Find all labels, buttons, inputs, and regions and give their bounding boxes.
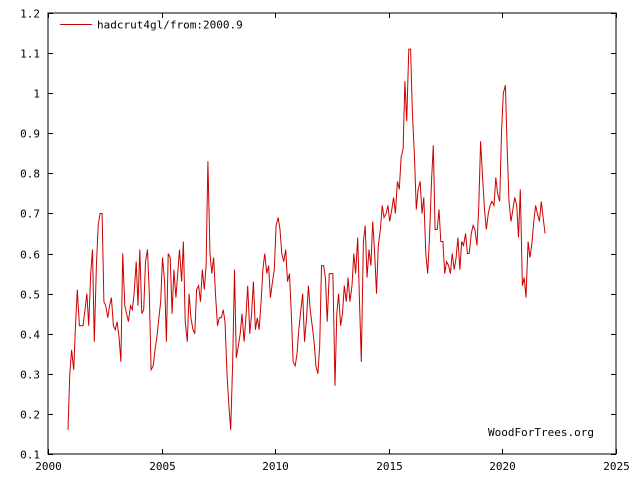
y-tick-label: 0.6 bbox=[20, 249, 40, 262]
y-tick-label: 0.8 bbox=[20, 168, 40, 181]
y-tick-label: 0.3 bbox=[20, 369, 40, 382]
x-tick-label: 2025 bbox=[603, 460, 630, 473]
y-tick-label: 0.7 bbox=[20, 208, 40, 221]
axis-tick-labels: 0.1 0.2 0.3 0.4 0.5 0.6 0.7 0.8 0.9 1 1.1 1.2 2000 20… bbox=[20, 8, 630, 474]
y-tick-label: 0.5 bbox=[20, 289, 40, 302]
y-tick-label: 1 bbox=[33, 88, 40, 101]
watermark: WoodForTrees.org bbox=[488, 426, 594, 439]
y-tick-label: 0.2 bbox=[20, 409, 40, 422]
y-tick-label: 0.1 bbox=[20, 449, 40, 462]
x-tick-label: 2015 bbox=[376, 460, 403, 473]
y-tick-label: 1.1 bbox=[20, 48, 40, 61]
x-tick-label: 2010 bbox=[262, 460, 289, 473]
plot-area-frame bbox=[47, 12, 617, 455]
axis-ticks bbox=[48, 13, 617, 455]
x-tick-label: 2005 bbox=[149, 460, 176, 473]
legend-label: hadcrut4gl/from:2000.9 bbox=[97, 19, 243, 32]
x-tick-label: 2020 bbox=[489, 460, 516, 473]
series-line bbox=[67, 48, 546, 430]
x-tick-label: 2000 bbox=[35, 460, 62, 473]
y-tick-label: 0.9 bbox=[20, 128, 40, 141]
y-tick-label: 1.2 bbox=[20, 8, 40, 21]
y-tick-label: 0.4 bbox=[20, 329, 40, 342]
legend: hadcrut4gl/from:2000.9 bbox=[60, 19, 243, 32]
series-layer bbox=[67, 48, 546, 430]
